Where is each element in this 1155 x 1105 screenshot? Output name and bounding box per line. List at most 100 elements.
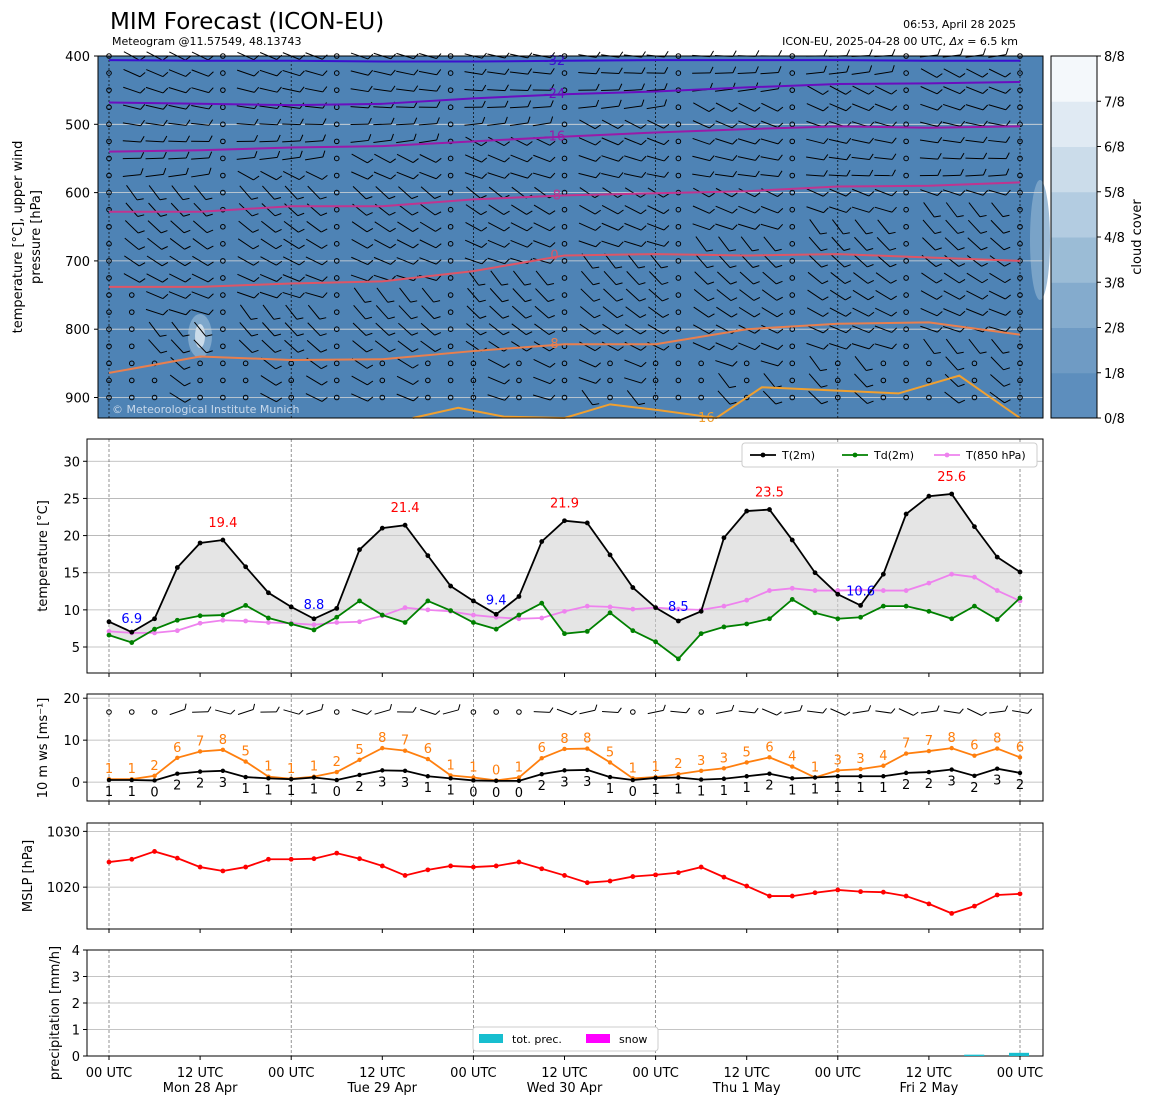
wind-barb [601, 99, 622, 109]
barb-flag [778, 49, 783, 57]
wind-barb [259, 134, 281, 143]
mslp-line [108, 850, 1021, 915]
barb-shaft [215, 709, 231, 715]
wind-barb [851, 65, 873, 75]
barb-flag [846, 207, 852, 213]
wind-barb [353, 287, 372, 303]
barb-flag [276, 175, 283, 181]
wind-barb [760, 154, 783, 161]
barb-flag [1005, 294, 1011, 300]
barb-flag [982, 190, 989, 196]
barb-shaft [853, 272, 869, 284]
barb-flag [618, 99, 622, 107]
pressure-tick-label: 500 [65, 118, 90, 133]
barb-flag [982, 310, 989, 316]
calm-wind-marker [789, 172, 796, 179]
barb-flag [959, 294, 966, 300]
wind-barb [854, 219, 873, 235]
barb-shaft [282, 140, 301, 143]
barb-flag [845, 312, 852, 317]
wind-barb [259, 118, 282, 126]
barb-flag [937, 169, 942, 176]
barb-flag [481, 157, 488, 163]
wind-barb [191, 69, 214, 77]
wind-barb [509, 84, 532, 91]
calm-wind-marker [106, 343, 112, 350]
barb-flag [663, 139, 670, 145]
barb-shaft [578, 359, 596, 368]
barb-flag [729, 265, 737, 269]
colorbar-step [1051, 56, 1097, 102]
barb-flag [595, 225, 601, 231]
td2m-point [994, 617, 1000, 622]
calm-wind-marker [675, 326, 682, 333]
barb-shaft [694, 271, 708, 285]
barb-shaft [373, 123, 392, 126]
barb-flag [937, 105, 943, 111]
barb-shaft [623, 173, 642, 178]
barb-shaft [350, 88, 369, 93]
barb-flag [436, 85, 441, 92]
t850-point [197, 620, 203, 626]
barb-shaft [285, 304, 298, 320]
barb-flag [663, 225, 670, 231]
barb-flag [868, 207, 875, 213]
wind-barb [965, 136, 988, 143]
barb-shaft [488, 204, 504, 216]
wind-barb [604, 253, 623, 269]
wind-ylabel: 10 m ws [ms⁻¹] [36, 698, 51, 799]
barb-shaft [601, 173, 619, 179]
wind-barb [648, 306, 670, 318]
wind-barb [396, 393, 419, 402]
wind-barb [967, 237, 988, 251]
barb-shaft [374, 153, 391, 164]
barb-flag [550, 172, 556, 179]
calm-wind-marker [242, 394, 249, 401]
calm-wind-marker [903, 104, 909, 111]
barb-flag [641, 377, 647, 384]
calm-wind-marker [652, 360, 659, 367]
wind-barb [125, 202, 145, 217]
wind-barb [829, 85, 852, 95]
barb-shaft [194, 185, 207, 200]
barb-shaft [715, 205, 733, 214]
barb-shaft [350, 139, 369, 143]
barb-shaft [171, 321, 184, 337]
wind-barb [373, 256, 397, 265]
calm-wind-marker [220, 394, 226, 401]
barb-flag [639, 314, 647, 318]
wind-barb [943, 308, 966, 317]
barb-shaft [919, 157, 938, 160]
barb-shaft [305, 256, 323, 266]
wind-barb [510, 172, 533, 179]
barb-shaft [854, 236, 868, 251]
t2m-point [653, 605, 658, 611]
wind-gust-point [903, 751, 909, 756]
model-info-prefix: ICON-EU, 2025-04-28 00 UTC, [782, 35, 950, 48]
wind-barb [738, 102, 761, 112]
barb-flag [594, 346, 601, 352]
wind-barb [920, 103, 943, 111]
t850-point [880, 588, 886, 593]
wind-speed-value-label: 3 [948, 775, 956, 790]
barb-shaft [580, 288, 595, 302]
calm-wind-marker [561, 394, 568, 401]
wind-barb [692, 155, 715, 162]
barb-flag [1003, 383, 1011, 387]
wind-barb [487, 222, 510, 232]
barb-shaft [920, 68, 938, 78]
barb-shaft [236, 157, 255, 160]
barb-flag [366, 364, 374, 369]
wind-speed-point [197, 769, 203, 774]
barb-shaft [168, 140, 187, 143]
calm-wind-marker [880, 394, 887, 401]
wind-barb [194, 185, 213, 201]
wind-barb [373, 171, 397, 180]
wind-speed-point [630, 777, 636, 783]
wind-barb [419, 239, 442, 249]
wind-barb [533, 376, 556, 385]
barb-shaft [717, 390, 731, 405]
wind-barb [967, 219, 988, 234]
barb-flag [891, 327, 898, 333]
gust-value-label: 5 [242, 745, 250, 760]
